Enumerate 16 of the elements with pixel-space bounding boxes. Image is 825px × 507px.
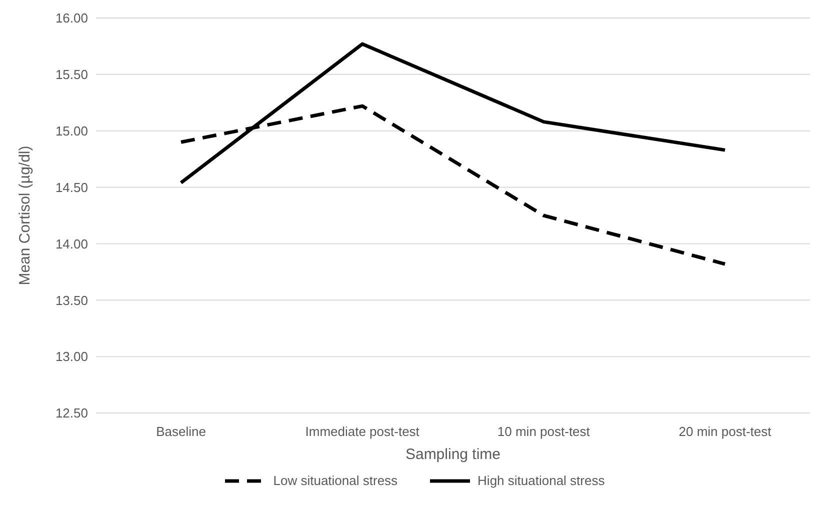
y-tick-label: 15.00 (55, 123, 88, 138)
y-tick-label: 16.00 (55, 10, 88, 26)
x-tick-label: Immediate post-test (305, 424, 420, 440)
x-tick-label: 10 min post-test (497, 424, 590, 440)
y-tick-label: 13.00 (55, 349, 88, 364)
y-tick-label: 14.00 (55, 236, 88, 252)
y-tick-label: 15.50 (55, 67, 88, 82)
x-tick-label: Baseline (156, 424, 206, 440)
legend-label: Low situational stress (273, 473, 398, 488)
y-tick-label: 14.50 (55, 180, 88, 195)
y-tick-label: 13.50 (55, 292, 88, 308)
y-tick-label: 12.50 (55, 406, 88, 421)
y-axis-title: Mean Cortisol (µg/dl) (16, 146, 34, 286)
x-axis-title: Sampling time (405, 446, 501, 463)
legend-label: High situational stress (478, 473, 605, 488)
x-tick-label: 20 min post-test (678, 424, 772, 440)
